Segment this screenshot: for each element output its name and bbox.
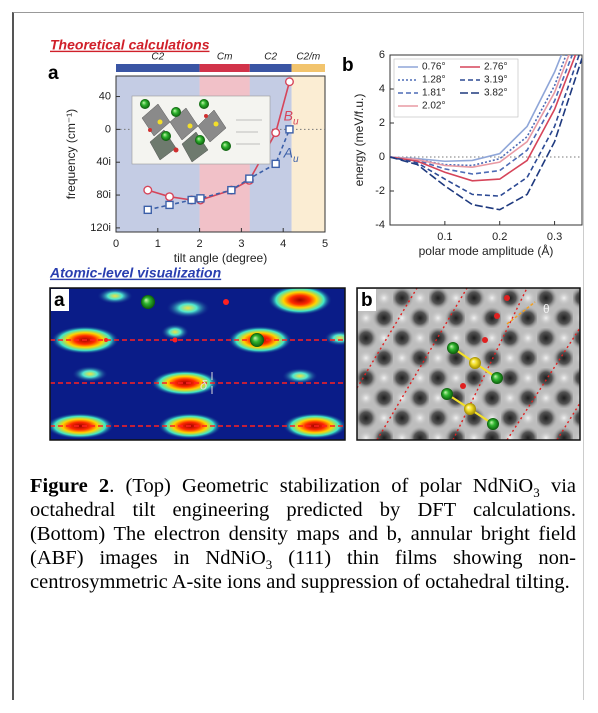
y-tick-label: -4	[375, 219, 385, 231]
data-point	[227, 185, 236, 195]
y-tick-label: 80i	[96, 189, 111, 201]
x-tick-label: 4	[280, 238, 286, 250]
data-point	[196, 194, 205, 203]
x-tick-label: 5	[322, 238, 328, 250]
image-annotation: δ	[200, 377, 208, 392]
caption-subscript: 3	[265, 557, 273, 573]
data-point	[187, 195, 196, 205]
figure-frame	[12, 12, 584, 700]
y-axis-title: energy (meV/f.u.)	[352, 94, 366, 187]
figure-caption: Figure 2. (Top) Geometric stabilization …	[30, 474, 576, 594]
legend-label: 3.82°	[484, 88, 507, 99]
y-tick-label: -2	[375, 185, 385, 197]
legend-box	[393, 58, 519, 118]
plot-frame	[115, 75, 326, 233]
legend-label: 2.02°	[422, 101, 445, 112]
data-point	[165, 192, 175, 202]
inset-structure	[131, 95, 271, 165]
series-group	[390, 55, 582, 211]
series-line	[390, 55, 580, 197]
panel-label: a	[54, 290, 65, 311]
y-tick-label: 0	[379, 151, 385, 163]
data-point	[245, 174, 254, 183]
data-point	[271, 128, 281, 138]
data-point	[143, 205, 152, 215]
y-tick-label: 6	[379, 49, 385, 61]
series-line	[390, 55, 574, 175]
density-map: δ a	[49, 287, 346, 441]
section-title: Theoretical calculations	[50, 37, 210, 53]
panel-label: b	[342, 55, 354, 76]
series-line	[390, 55, 563, 163]
phase-bar	[249, 64, 292, 72]
plot-frame	[389, 54, 583, 226]
x-axis-title: polar mode amplitude (Å)	[419, 243, 554, 258]
y-tick-label: 40i	[96, 156, 111, 168]
x-tick-label: 0	[113, 238, 119, 250]
y-tick-label: 0	[105, 123, 111, 135]
data-point	[284, 77, 294, 87]
data-point	[165, 200, 174, 210]
caption-text: (111) thin films showing non-centrosymme…	[30, 547, 576, 593]
abf-image: θ b	[356, 287, 581, 441]
image-annotation: θ	[543, 302, 550, 316]
x-tick-label: 1	[155, 238, 161, 250]
phase-label: C2	[151, 52, 164, 63]
chart: b 0.1 0.2 0.3 -4 -2 0 2 4 6 polar mode amplitude (…	[342, 49, 583, 258]
phase-label: C2/m	[296, 52, 320, 63]
legend-label: 0.76°	[422, 62, 445, 73]
x-tick-label: 0.3	[547, 231, 562, 243]
x-tick-label: 0.1	[437, 231, 452, 243]
series-line	[390, 58, 582, 211]
y-axis-title: frequency (cm⁻¹)	[64, 109, 78, 199]
y-tick-label: 40	[99, 90, 111, 102]
phase-label: Cm	[217, 52, 233, 63]
data-point	[271, 159, 280, 169]
y-tick-label: 120i	[90, 222, 111, 234]
x-tick-label: 2	[197, 238, 203, 250]
panel-label: a	[48, 63, 59, 84]
legend-label: 1.28°	[422, 75, 445, 86]
series-line	[390, 55, 577, 182]
caption-subscript: 3	[533, 485, 540, 501]
phase-bar	[199, 64, 250, 72]
y-tick-label: 2	[379, 117, 385, 129]
section-title: Atomic-level visualization	[49, 265, 221, 281]
legend: 0.76° 1.28° 1.81° 2.02° 2.76° 3.19° 3.82°	[393, 58, 519, 118]
y-tick-label: 4	[379, 83, 385, 95]
panel-label: b	[361, 290, 373, 311]
phase-bar	[291, 64, 325, 72]
legend-label: 2.76°	[484, 62, 507, 73]
caption-text: . (Top) Geometric stabilization of polar…	[109, 475, 534, 497]
x-axis-title: tilt angle (degree)	[174, 251, 267, 265]
data-point	[143, 185, 153, 195]
x-tick-label: 0.2	[492, 231, 507, 243]
phase-region	[291, 76, 325, 232]
data-point	[285, 125, 294, 134]
legend-label: 3.19°	[484, 75, 507, 86]
figure: Theoretical calculations Atomic-level vi…	[48, 37, 583, 441]
x-tick-label: 3	[238, 238, 244, 250]
caption-label: Figure 2	[30, 475, 110, 497]
phase-label: C2	[264, 52, 277, 63]
caption-text: via octahedral tilt engineering predicte…	[30, 475, 577, 569]
series-line	[390, 55, 570, 169]
phase-bar	[116, 64, 200, 72]
legend-label: 1.81°	[422, 88, 445, 99]
